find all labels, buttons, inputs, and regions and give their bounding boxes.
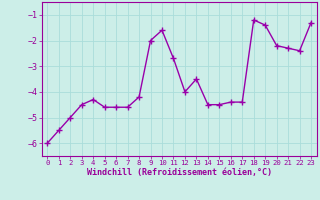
X-axis label: Windchill (Refroidissement éolien,°C): Windchill (Refroidissement éolien,°C) [87,168,272,177]
